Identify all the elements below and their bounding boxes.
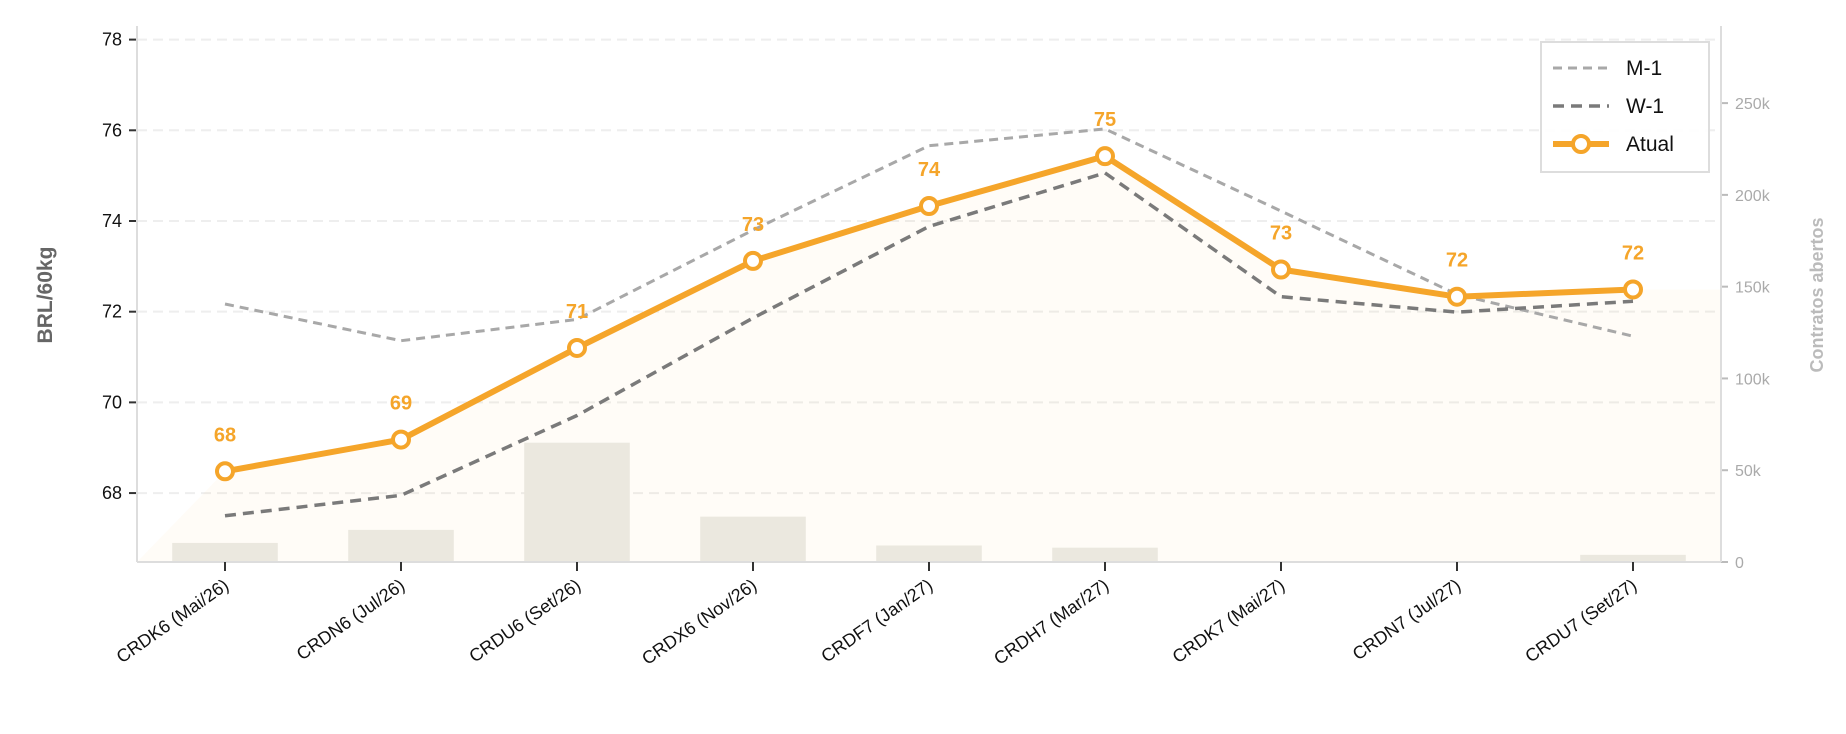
x-tick-label: CRDU7 (Set/27) [1521, 575, 1640, 667]
x-tick-label: CRDK7 (Mai/27) [1169, 575, 1289, 667]
x-tick-label: CRDK6 (Mai/26) [113, 575, 233, 667]
data-label: 68 [214, 424, 236, 446]
data-label: 72 [1622, 242, 1644, 264]
marker [1623, 279, 1643, 300]
legend-label: M-1 [1626, 57, 1662, 80]
bar [348, 529, 454, 562]
marker [1271, 259, 1291, 280]
data-label: 71 [566, 301, 588, 323]
bar [172, 542, 278, 562]
y-tick-label: 74 [102, 211, 122, 231]
marker [567, 337, 587, 358]
x-tick-label: CRDF7 (Jan/27) [817, 575, 936, 667]
data-label: 73 [1270, 223, 1292, 245]
x-tick-label: CRDN7 (Jul/27) [1349, 575, 1465, 664]
y-axis-title: BRL/60kg [34, 247, 57, 344]
marker [1095, 146, 1115, 167]
y2-tick-label: 150k [1735, 280, 1771, 297]
marker [1447, 286, 1467, 307]
x-tick-label: CRDH7 (Mar/27) [990, 575, 1112, 669]
x-tick-label: CRDN6 (Jul/26) [293, 575, 409, 664]
y2-tick-label: 50k [1735, 463, 1762, 480]
bar [876, 545, 982, 562]
y2-axis-title: Contratos abertos [1807, 217, 1827, 372]
data-label: 73 [742, 214, 764, 236]
y2-tick-label: 250k [1735, 96, 1771, 113]
data-label: 75 [1094, 109, 1116, 131]
data-label: 69 [390, 393, 412, 415]
series-line [224, 171, 1634, 518]
marker [215, 461, 235, 482]
bar [700, 516, 806, 562]
legend-label: Atual [1626, 133, 1674, 156]
y-tick-label: 76 [102, 120, 122, 140]
bar [1580, 554, 1686, 562]
legend-label: W-1 [1626, 95, 1664, 118]
y2-tick-label: 100k [1735, 371, 1771, 388]
y-tick-label: 78 [102, 30, 122, 50]
y-tick-label: 68 [102, 483, 122, 503]
legend-marker [1571, 134, 1591, 154]
data-label: 74 [918, 159, 941, 181]
bar [524, 442, 630, 562]
y-tick-label: 72 [102, 302, 122, 322]
bar [1052, 547, 1158, 562]
marker [919, 196, 939, 217]
marker [391, 429, 411, 450]
y-tick-label: 70 [102, 392, 122, 412]
series-line [224, 127, 1634, 343]
legend-box [1540, 41, 1710, 173]
area-fill [137, 156, 1721, 562]
x-tick-label: CRDU6 (Set/26) [465, 575, 584, 667]
y2-tick-label: 200k [1735, 188, 1771, 205]
y2-tick-label: 0 [1735, 555, 1744, 572]
data-label: 72 [1446, 250, 1468, 272]
marker [743, 250, 763, 271]
x-tick-label: CRDX6 (Nov/26) [638, 575, 760, 669]
